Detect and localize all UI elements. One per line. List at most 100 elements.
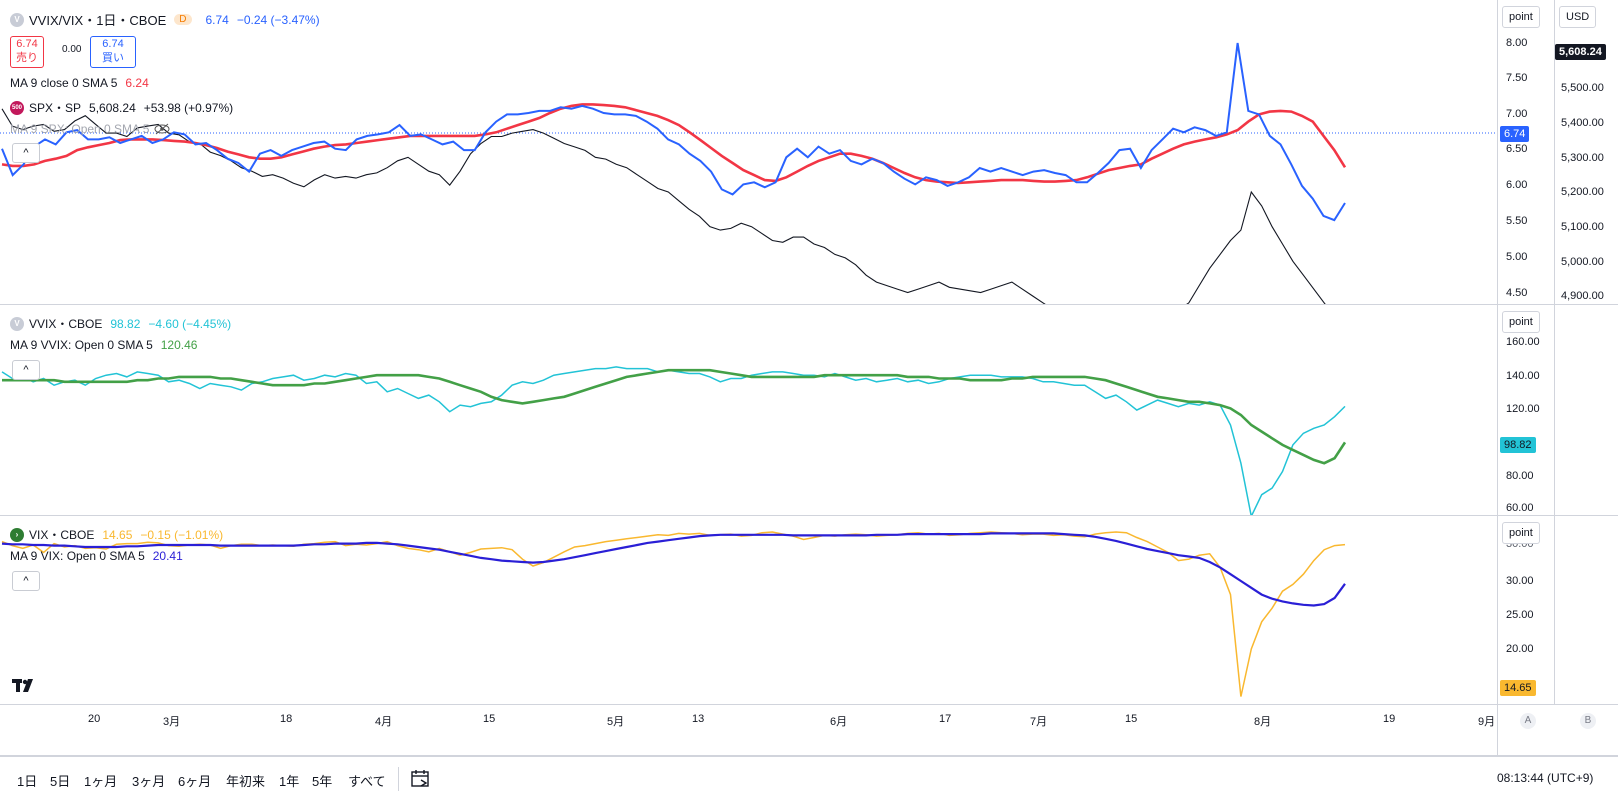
vix-plot[interactable] [0,516,1497,704]
axis-tick: 7.00 [1506,108,1528,120]
time-label: 18 [280,713,293,725]
axis-tick: 5.50 [1506,215,1528,227]
vix-scale-button[interactable]: point [1502,522,1540,544]
range-1m-button[interactable]: 1ヶ月 [84,774,118,789]
axis-corner: A B [1497,705,1618,756]
symbol-last-value: 6.74 [205,12,229,27]
ma-series-line [1,103,1347,185]
axis-tick: 7.50 [1506,72,1528,84]
vvix-title[interactable]: VVIX・CBOE [29,317,103,331]
vvix-price-tag: 98.82 [1500,437,1536,453]
vvix-scale-button[interactable]: point [1502,311,1540,333]
main-price-axis[interactable]: point 8.00 7.50 7.00 6.50 6.00 5.50 5.00… [1497,0,1555,305]
time-axis[interactable]: 20 3月 18 4月 15 5月 13 6月 17 7月 15 8月 19 9… [0,705,1497,756]
collapse-vix-button[interactable]: ^ [12,571,40,591]
sell-price: 6.74 [16,38,38,50]
range-5y-button[interactable]: 5年 [312,774,333,789]
time-label: 19 [1383,713,1396,725]
vix-ma-value: 20.41 [152,549,183,563]
range-all-button[interactable]: すべて [348,774,386,789]
time-label: 15 [483,713,496,725]
range-ytd-button[interactable]: 年初来 [226,774,266,789]
range-1d-button[interactable]: 1日 [17,774,38,789]
axis-tick: 80.00 [1506,470,1534,482]
vix-price-axis[interactable]: 30.00 point 30.00 25.00 20.00 14.65 [1497,516,1555,705]
vvix-series-line [1,366,1346,515]
axis-tick: 140.00 [1506,370,1540,382]
axis-tick: 8.00 [1506,37,1528,49]
buy-price: 6.74 [102,38,124,50]
axis-tick: 5,100.00 [1561,221,1604,233]
collapse-legend-button[interactable]: ^ [12,143,40,163]
vvix-ma-legend[interactable]: MA 9 VVIX: Open 0 SMA 5 120.46 [10,338,197,352]
symbol-title[interactable]: VVIX/VIX・1日・CBOE [29,13,167,28]
hidden-ma-legend[interactable]: MA 9 SPX: Open 0 SMA 5 [10,122,171,136]
buy-button[interactable]: 6.74 買い [90,36,136,68]
eye-hidden-icon[interactable] [153,123,171,135]
axis-tick: 5,000.00 [1561,256,1604,268]
spx-price-axis[interactable]: USD 5,608.24 5,500.00 5,400.00 5,300.00 … [1554,0,1618,305]
axis-tick: 4.50 [1506,287,1528,299]
scale-mode-button[interactable]: point [1502,6,1540,28]
spx-legend[interactable]: 500 SPX・SP 5,608.24 +53.98 (+0.97%) [10,99,233,116]
time-label: 17 [939,713,952,725]
sell-button[interactable]: 6.74 売り [10,36,44,68]
currency-button[interactable]: USD [1559,6,1597,28]
time-label: 13 [692,713,705,725]
axis-tick: 120.00 [1506,403,1540,415]
b-scale-button[interactable]: B [1580,713,1596,729]
clock-readout[interactable]: 08:13:44 (UTC+9) [1497,771,1594,785]
spx-value: 5,608.24 [89,100,136,115]
time-label: 15 [1125,713,1138,725]
vix-title[interactable]: VIX・CBOE [29,528,95,542]
vix-value: 14.65 [102,527,133,542]
spx-price-tag: 5,608.24 [1555,44,1606,60]
ma-legend[interactable]: MA 9 close 0 SMA 5 6.24 [10,76,149,90]
buy-label: 買い [102,52,124,64]
axis-tick: 60.00 [1506,502,1534,514]
time-label: 6月 [830,716,848,728]
tradingview-logo-icon[interactable] [12,676,42,694]
vvix-plot[interactable] [0,305,1497,515]
main-pane[interactable]: V VVIX/VIX・1日・CBOE D 6.74 −0.24 (−3.47%)… [0,0,1497,305]
vix-ma-legend[interactable]: MA 9 VIX: Open 0 SMA 5 20.41 [10,549,183,563]
vix-legend[interactable]: › VIX・CBOE 14.65 −0.15 (−1.01%) [10,526,223,543]
main-legend[interactable]: V VVIX/VIX・1日・CBOE D 6.74 −0.24 (−3.47%) [10,10,320,29]
collapse-vvix-button[interactable]: ^ [12,360,40,380]
spx-series-line [1,108,1326,304]
vvix-legend[interactable]: V VVIX・CBOE 98.82 −4.60 (−4.45%) [10,315,231,332]
vvix-ma-label: MA 9 VVIX: Open 0 SMA 5 [10,338,153,352]
date-range-calendar-icon[interactable] [410,768,432,790]
axis-tick: 5,400.00 [1561,117,1604,129]
range-1y-button[interactable]: 1年 [279,774,300,789]
axis-tick: 30.00 [1506,575,1534,587]
current-price-tag: 6.74 [1500,126,1530,142]
vvix-ma-line [2,368,1347,465]
axis-tick: 5,500.00 [1561,82,1604,94]
vix-logo-icon: › [10,527,24,542]
vvix-ma-value: 120.46 [160,338,198,352]
vvix-value: 98.82 [110,316,141,331]
ma-value: 6.24 [125,76,149,90]
main-plot[interactable] [0,0,1497,304]
bottom-toolbar: 1日 5日 1ヶ月 3ヶ月 6ヶ月 年初来 1年 5年 すべて 08:13:44… [0,756,1618,801]
range-6m-button[interactable]: 6ヶ月 [178,774,212,789]
time-label: 9月 [1478,716,1496,728]
axis-tick: 4,900.00 [1561,290,1604,302]
auto-scale-button[interactable]: A [1520,713,1536,729]
timeframe-badge[interactable]: D [174,14,192,25]
vix-price-tag: 14.65 [1500,680,1536,696]
range-5d-button[interactable]: 5日 [50,774,71,789]
vix-series-line [1,531,1346,697]
sell-label: 売り [16,52,38,64]
time-label: 20 [88,713,101,725]
vvix-pane[interactable]: V VVIX・CBOE 98.82 −4.60 (−4.45%) MA 9 VV… [0,305,1497,516]
range-3m-button[interactable]: 3ヶ月 [132,774,166,789]
vix-pane[interactable]: › VIX・CBOE 14.65 −0.15 (−1.01%) MA 9 VIX… [0,516,1497,705]
time-label: 4月 [375,716,393,728]
time-label: 8月 [1254,716,1272,728]
vvix-price-axis[interactable]: point 160.00 140.00 120.00 80.00 60.00 9… [1497,305,1555,516]
ratio-series-line [1,42,1346,222]
spread-value: 0.00 [62,44,82,55]
axis-tick: 5.00 [1506,251,1528,263]
